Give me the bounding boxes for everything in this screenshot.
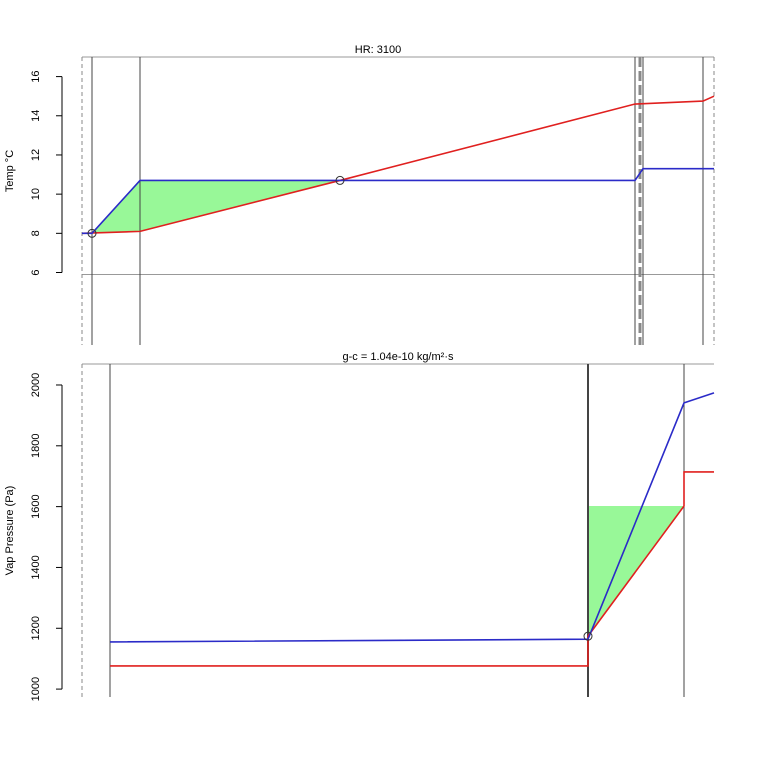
- data-line: [109, 392, 715, 643]
- y-tick-label: 1200: [30, 616, 42, 640]
- fill-area: [92, 180, 340, 234]
- chart-title: HR: 3100: [355, 44, 401, 56]
- y-axis-label: Vap Pressure (Pa): [4, 486, 16, 576]
- data-line: [82, 167, 714, 235]
- y-tick-label: 16: [30, 70, 42, 82]
- y-tick-label: 1600: [30, 494, 42, 518]
- y-tick-label: 1000: [30, 677, 42, 701]
- point: [583, 631, 593, 641]
- y-axis-label: Temp °C: [4, 150, 16, 192]
- y-tick-label: 1400: [30, 555, 42, 579]
- y-tick-label: 2000: [30, 373, 42, 397]
- data-line: [81, 95, 715, 235]
- chart-title: g-c = 1.04e-10 kg/m²·s: [343, 351, 454, 363]
- point: [335, 175, 345, 185]
- y-tick-label: 8: [30, 230, 42, 236]
- y-tick-label: 6: [30, 269, 42, 275]
- y-tick-label: 1800: [30, 434, 42, 458]
- data-line: [110, 471, 714, 667]
- y-tick-label: 14: [30, 110, 42, 122]
- y-tick-label: 10: [30, 188, 42, 200]
- point: [87, 228, 97, 238]
- y-tick-label: 12: [30, 149, 42, 161]
